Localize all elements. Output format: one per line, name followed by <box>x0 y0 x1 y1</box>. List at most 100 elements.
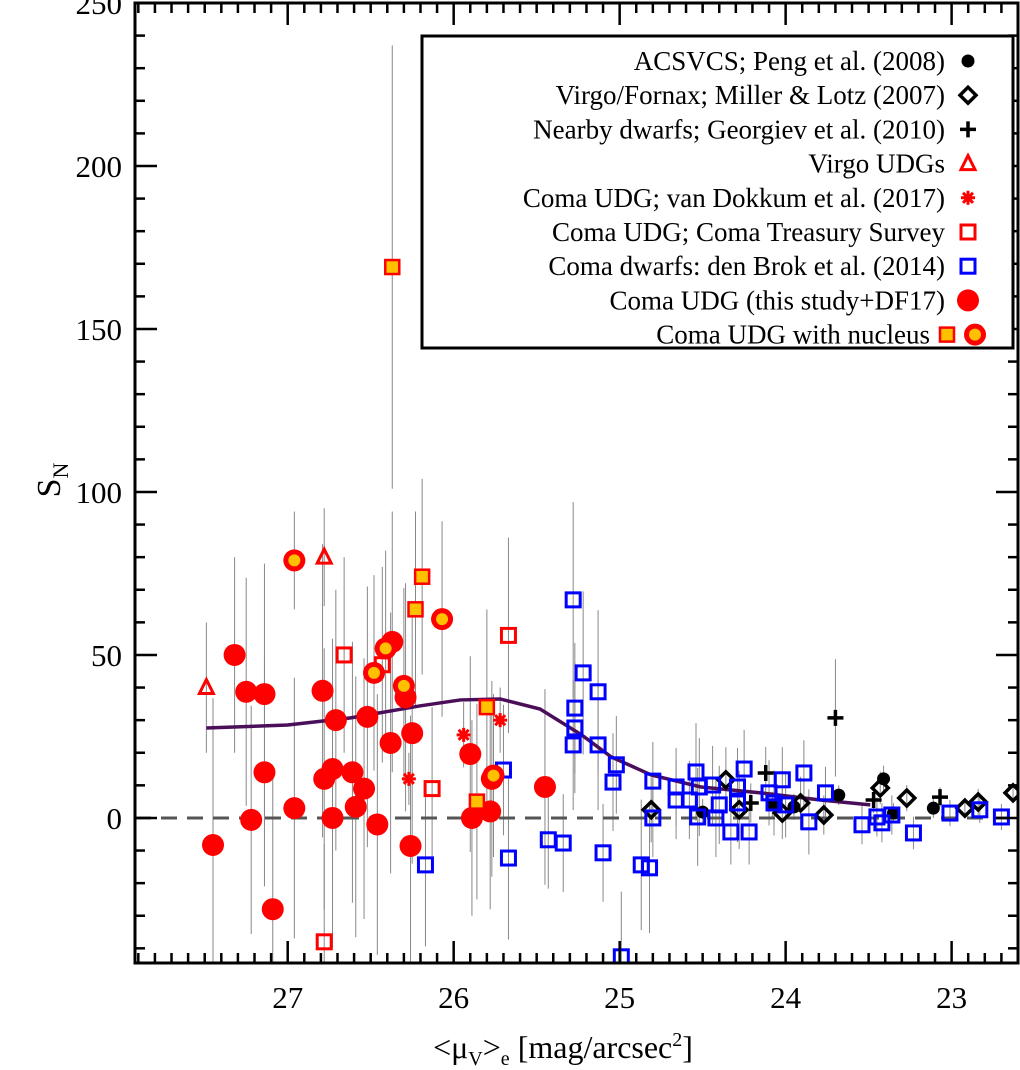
data-point <box>314 545 334 565</box>
legend-marker <box>958 152 978 172</box>
triangle-marker <box>958 152 978 172</box>
plus-marker <box>960 121 976 138</box>
data-point <box>607 756 625 774</box>
data-point <box>604 773 622 791</box>
data-point <box>423 780 441 798</box>
plus-marker <box>931 789 948 806</box>
square-marker <box>644 809 662 827</box>
legend-label: Coma dwarfs: den Brok et al. (2014) <box>548 251 945 281</box>
plot-frame <box>133 1 1020 965</box>
square-marker <box>971 801 989 819</box>
x-tick-label: 27 <box>272 980 303 1015</box>
data-point <box>202 833 225 856</box>
data-point <box>640 799 662 821</box>
data-point <box>460 806 483 829</box>
circle-marker <box>459 743 482 766</box>
circle-marker <box>344 795 367 818</box>
square-marker <box>644 772 662 790</box>
data-point <box>240 808 263 831</box>
circle-marker <box>202 833 225 856</box>
data-point <box>341 761 364 784</box>
legend-marker <box>961 190 975 205</box>
axes: 27 26 25 24 23 0 50 100 150 200 250 <box>76 0 1020 1015</box>
legend-label: ACSVCS; Peng et al. (2008) <box>634 46 945 76</box>
data-point <box>416 856 434 874</box>
diamond-marker <box>869 777 891 799</box>
data-point <box>379 731 402 754</box>
data-point <box>722 823 740 841</box>
legend-label: Coma UDG; van Dokkum et al. (2017) <box>523 183 945 213</box>
nucleus-square-marker <box>478 698 496 716</box>
square-marker <box>760 784 778 802</box>
nucleus-marker <box>379 642 392 655</box>
data-point <box>564 736 582 754</box>
data-point <box>344 795 367 818</box>
dot-marker <box>765 798 779 812</box>
data-point <box>554 834 572 852</box>
data-point <box>335 646 353 664</box>
asterisk-marker <box>493 713 508 728</box>
nucleus-marker <box>487 769 500 782</box>
square-marker <box>335 646 353 664</box>
square-marker <box>816 784 834 802</box>
data-point <box>407 601 424 618</box>
diamond-marker <box>790 792 812 814</box>
circle-marker <box>379 731 402 754</box>
x-tick-label: 24 <box>770 980 802 1015</box>
nucleus-marker <box>397 679 410 692</box>
nucleus-marker <box>436 613 449 626</box>
data-point <box>468 793 486 810</box>
data-point <box>816 784 834 802</box>
data-point <box>800 813 818 831</box>
data-point <box>564 591 582 609</box>
data-point <box>904 824 922 842</box>
data-point <box>353 777 376 800</box>
circle-marker <box>253 761 276 784</box>
square-marker <box>773 771 791 789</box>
data-point <box>566 719 584 737</box>
data-point <box>707 809 725 827</box>
square-marker <box>589 736 607 754</box>
data-point <box>283 797 306 820</box>
circle-marker <box>324 709 347 732</box>
data-point <box>728 794 746 812</box>
data-point <box>765 798 779 812</box>
x-axis-label: <μV>e [mag/arcsec2] <box>433 1029 693 1070</box>
square-marker <box>765 794 783 812</box>
square-marker <box>641 859 659 877</box>
square-marker <box>416 856 434 874</box>
square-marker <box>728 778 746 796</box>
data-point <box>384 258 401 276</box>
data-point <box>641 859 659 877</box>
data-point <box>896 787 918 809</box>
legend-marker <box>959 257 977 275</box>
square-marker <box>959 257 977 275</box>
data-point <box>704 776 722 794</box>
data-point <box>644 772 662 790</box>
data-point <box>954 797 976 819</box>
square-marker <box>883 806 901 824</box>
data-point <box>283 549 306 572</box>
data-point <box>533 775 556 798</box>
nucleus-marker <box>969 328 981 341</box>
data-point <box>795 764 813 782</box>
asterisk-marker <box>401 771 416 786</box>
x-tick-label: 25 <box>604 980 635 1015</box>
nucleus-square-marker <box>384 258 401 276</box>
data-point <box>363 661 386 684</box>
dot-marker <box>696 805 710 819</box>
legend-label: Coma UDG; Coma Treasury Survey <box>552 217 945 247</box>
asterisk-marker <box>961 190 975 205</box>
data-point <box>931 789 948 806</box>
data-point <box>941 804 959 822</box>
circle-marker <box>223 643 246 666</box>
square-marker <box>566 719 584 737</box>
y-tick-label: 200 <box>76 149 123 184</box>
data-point <box>374 637 397 660</box>
diamond-marker <box>954 797 976 819</box>
diamond-marker <box>896 787 918 809</box>
data-point <box>456 727 471 742</box>
y-tick-label: 0 <box>107 801 123 836</box>
data-point <box>765 794 783 812</box>
